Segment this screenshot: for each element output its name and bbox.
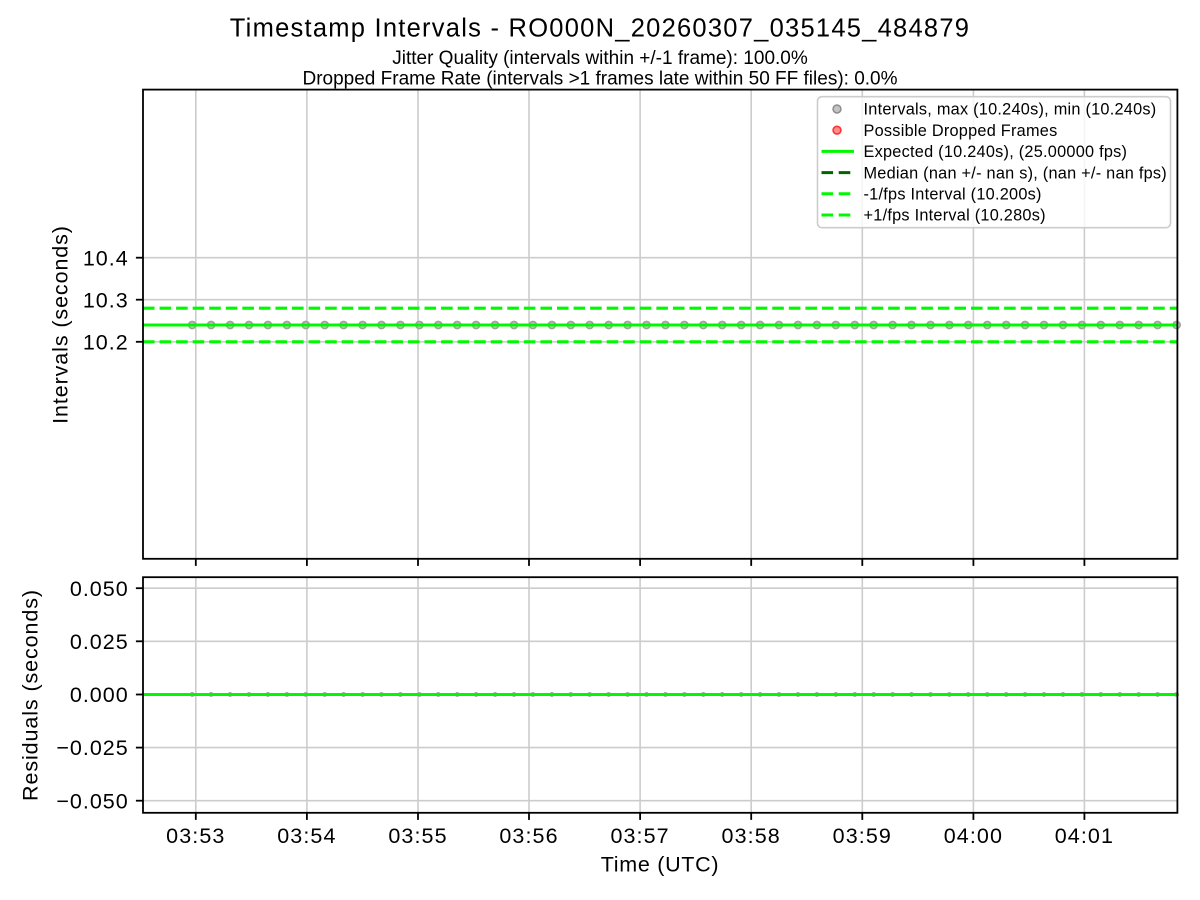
svg-text:Jitter Quality (intervals with: Jitter Quality (intervals within +/-1 fr…: [392, 48, 808, 69]
svg-text:04:00: 04:00: [944, 824, 1003, 848]
svg-text:Intervals, max (10.240s), min: Intervals, max (10.240s), min (10.240s): [864, 101, 1157, 119]
svg-text:Expected (10.240s), (25.00000: Expected (10.240s), (25.00000 fps): [864, 143, 1128, 161]
svg-text:03:57: 03:57: [610, 824, 669, 848]
svg-text:0.000: 0.000: [70, 683, 129, 707]
svg-text:0.025: 0.025: [70, 630, 129, 654]
svg-text:03:56: 03:56: [499, 824, 558, 848]
svg-text:03:53: 03:53: [166, 824, 225, 848]
svg-text:−0.025: −0.025: [56, 736, 128, 760]
svg-text:Residuals (seconds): Residuals (seconds): [19, 589, 43, 801]
svg-text:Possible Dropped Frames: Possible Dropped Frames: [864, 122, 1058, 140]
svg-text:10.3: 10.3: [83, 288, 129, 312]
svg-text:Time (UTC): Time (UTC): [601, 853, 719, 877]
svg-text:−0.050: −0.050: [56, 789, 128, 813]
svg-text:03:58: 03:58: [722, 824, 781, 848]
svg-text:-1/fps Interval (10.200s): -1/fps Interval (10.200s): [864, 186, 1042, 204]
svg-text:0.050: 0.050: [70, 577, 129, 601]
svg-text:Median (nan +/- nan s), (nan +: Median (nan +/- nan s), (nan +/- nan fps…: [864, 164, 1167, 182]
svg-text:10.4: 10.4: [83, 246, 129, 270]
svg-text:10.2: 10.2: [83, 330, 129, 354]
svg-text:04:01: 04:01: [1055, 824, 1114, 848]
svg-text:+1/fps Interval (10.280s): +1/fps Interval (10.280s): [864, 207, 1046, 225]
svg-text:03:54: 03:54: [277, 824, 336, 848]
svg-text:03:55: 03:55: [388, 824, 447, 848]
svg-text:Intervals (seconds): Intervals (seconds): [48, 225, 72, 424]
svg-text:03:59: 03:59: [833, 824, 892, 848]
svg-text:Timestamp Intervals - RO000N_2: Timestamp Intervals - RO000N_20260307_03…: [230, 14, 970, 42]
svg-text:Dropped Frame Rate (intervals: Dropped Frame Rate (intervals >1 frames …: [302, 69, 897, 90]
